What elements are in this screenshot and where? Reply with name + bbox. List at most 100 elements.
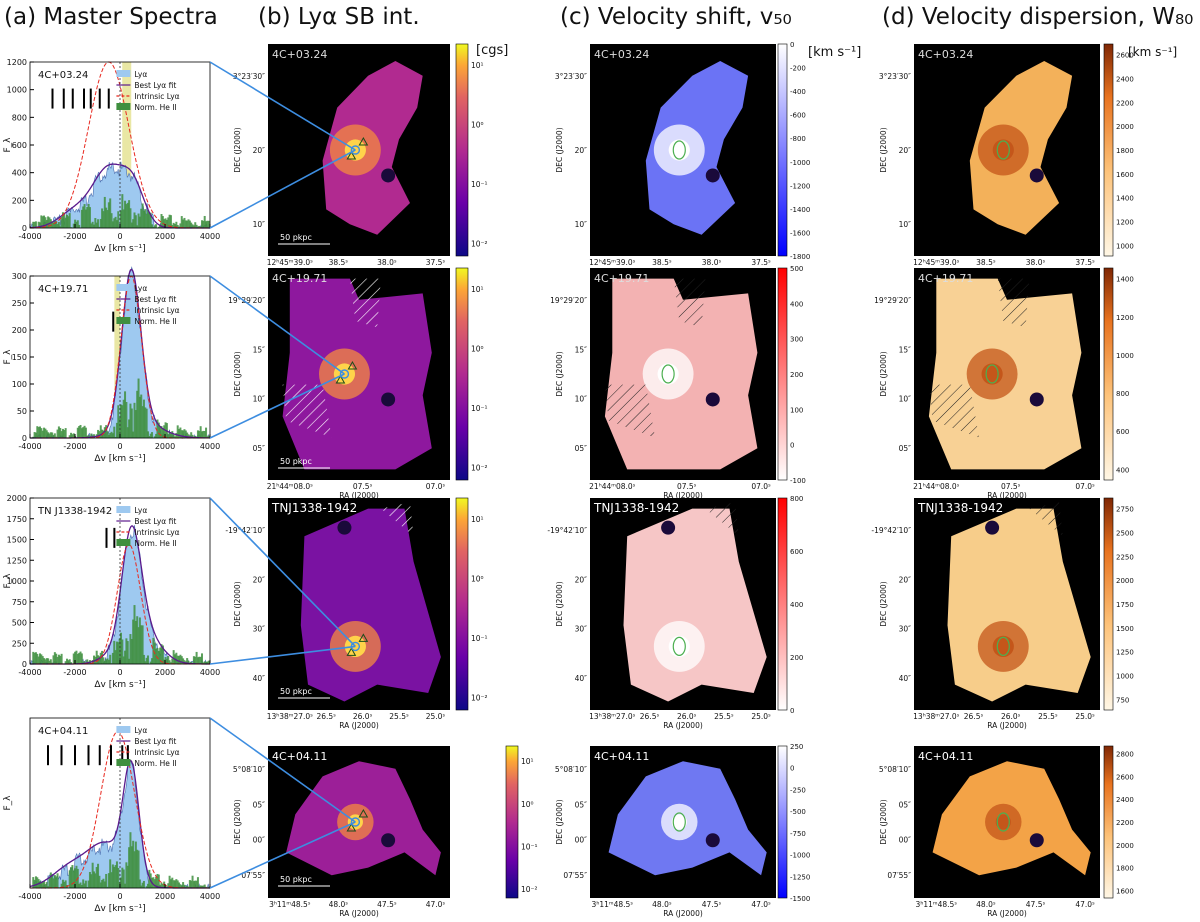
heii-bar: [141, 406, 144, 438]
heii-bar: [52, 878, 55, 888]
w80-cb-tick: 1750: [1116, 601, 1134, 609]
ra-tick-label: 48.0ˢ: [652, 900, 672, 909]
heii-bar: [184, 886, 187, 888]
heii-bar: [174, 880, 176, 888]
map-object-label: 4C+03.24: [594, 48, 649, 61]
ra-axis-label: RA (J2000): [339, 721, 379, 730]
heii-bar: [53, 652, 56, 664]
connector-target: [350, 145, 361, 155]
heii-bar: [186, 432, 189, 438]
heii-bar: [41, 881, 44, 888]
heii-bar: [172, 434, 175, 438]
heii-contour: [985, 364, 999, 384]
sb-cb-tick: 10¹: [521, 757, 534, 766]
heii-bar: [84, 427, 87, 438]
heii-bar: [47, 658, 50, 664]
v50-cb-tick: 250: [790, 743, 803, 751]
v50-cb-tick: -500: [790, 808, 806, 816]
v50-cb-tick: -1500: [790, 895, 810, 903]
dec-axis-label: DEC (J2000): [555, 581, 564, 626]
legend-swatch: [116, 726, 131, 733]
sb-cb-tick: 10¹: [471, 515, 484, 524]
map-object-label: 4C+03.24: [272, 48, 327, 61]
heii-bar: [83, 204, 86, 228]
heii-bar: [57, 426, 60, 438]
heii-bar: [176, 425, 179, 438]
ra-tick-label: 3ʰ11ᵐ48.5ˢ: [269, 900, 311, 909]
sb-cb-tick: 10⁰: [471, 345, 484, 354]
dec-tick-label: 05″: [575, 800, 588, 809]
core-center: [657, 363, 679, 385]
heii-bar: [61, 428, 64, 438]
heii-bar: [110, 431, 113, 438]
heii-bar: [120, 404, 122, 438]
heii-bar: [133, 605, 136, 664]
colorbar-v50-0: 0 -200 -400 -600 -800 -1000 -1200 -1400 -1600 -18…: [777, 41, 861, 261]
dec-tick-label: 00″: [575, 836, 588, 845]
y-tick-label: 0: [22, 660, 27, 669]
v50-cb-tick: -1600: [790, 229, 810, 237]
dec-tick-label: 20″: [899, 146, 912, 155]
w80-cb-tick: 2400: [1116, 75, 1134, 83]
ra-axis-label: RA (J2000): [339, 909, 379, 918]
connector-line: [209, 275, 345, 375]
sb-cb-tick: 10⁰: [471, 575, 484, 584]
x-tick-label: -4000: [18, 892, 41, 901]
heii-bar: [117, 211, 120, 228]
heii-bar: [90, 874, 93, 888]
heii-bar: [186, 885, 189, 888]
heii-bar: [147, 883, 149, 888]
spec-x-label: Δv [km s⁻¹]: [94, 904, 145, 914]
heii-bar: [47, 886, 50, 888]
colorbar-sb: [455, 497, 469, 711]
x-tick-label: 2000: [155, 442, 175, 451]
heii-bar: [122, 399, 125, 438]
heii-bar: [184, 430, 187, 438]
v50-unit-label: [km s⁻¹]: [808, 45, 861, 60]
ra-tick-label: 38.0ˢ: [377, 258, 397, 267]
heii-bar: [207, 220, 210, 228]
heii-bar: [86, 207, 89, 228]
heii-bar: [133, 851, 136, 888]
x-tick-label: 2000: [155, 892, 175, 901]
connector-target: [350, 817, 361, 827]
dec-tick-label: 30″: [899, 625, 912, 634]
sb-cb-tick: 10⁻²: [471, 239, 488, 248]
y-tick-label: 200: [12, 326, 27, 335]
heii-bar: [37, 656, 40, 664]
heii-bar: [163, 425, 166, 438]
heii-bar: [36, 426, 39, 438]
ra-tick-label: 37.5ˢ: [426, 258, 446, 267]
heii-bar: [34, 876, 37, 888]
heii-bar: [120, 877, 122, 888]
heii-bar: [101, 208, 104, 228]
heii-bar: [192, 656, 195, 664]
heii-bar: [132, 219, 135, 228]
heii-bar: [188, 220, 191, 228]
heii-bar: [98, 656, 101, 664]
v50-cb-tick: -1000: [790, 159, 810, 167]
y-tick-label: 250: [12, 299, 27, 308]
heii-bar: [53, 875, 56, 888]
heii-bar: [84, 880, 87, 888]
heii-bar: [60, 216, 63, 228]
heii-bar: [75, 865, 78, 888]
heii-bar: [90, 223, 93, 228]
w80-cb-tick: 1400: [1116, 195, 1134, 203]
dec-tick-label: -19°42′10″: [547, 526, 587, 535]
y-tick-label: 200: [12, 196, 27, 205]
v50-cb-tick: -1000: [790, 852, 810, 860]
scale-bar-label: 50 pkpc: [280, 875, 312, 884]
heii-bar: [176, 655, 179, 664]
w80-cb-tick: 1000: [1116, 352, 1134, 360]
heii-bar: [174, 224, 176, 228]
heii-bar: [140, 885, 143, 888]
ra-tick-label: 26.0ˢ: [353, 712, 373, 721]
spec-y-label: F_λ: [3, 573, 13, 589]
heii-bar: [129, 208, 132, 228]
heii-bar: [67, 216, 70, 228]
heii-bar: [145, 213, 148, 228]
heii-bar: [186, 658, 189, 664]
heii-bar: [180, 216, 183, 228]
heii-bar: [83, 425, 86, 438]
